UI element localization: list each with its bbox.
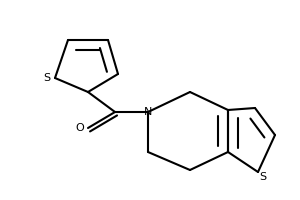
Text: S: S bbox=[260, 172, 267, 182]
Text: S: S bbox=[44, 73, 51, 83]
Text: O: O bbox=[76, 123, 84, 133]
Text: N: N bbox=[144, 107, 152, 117]
